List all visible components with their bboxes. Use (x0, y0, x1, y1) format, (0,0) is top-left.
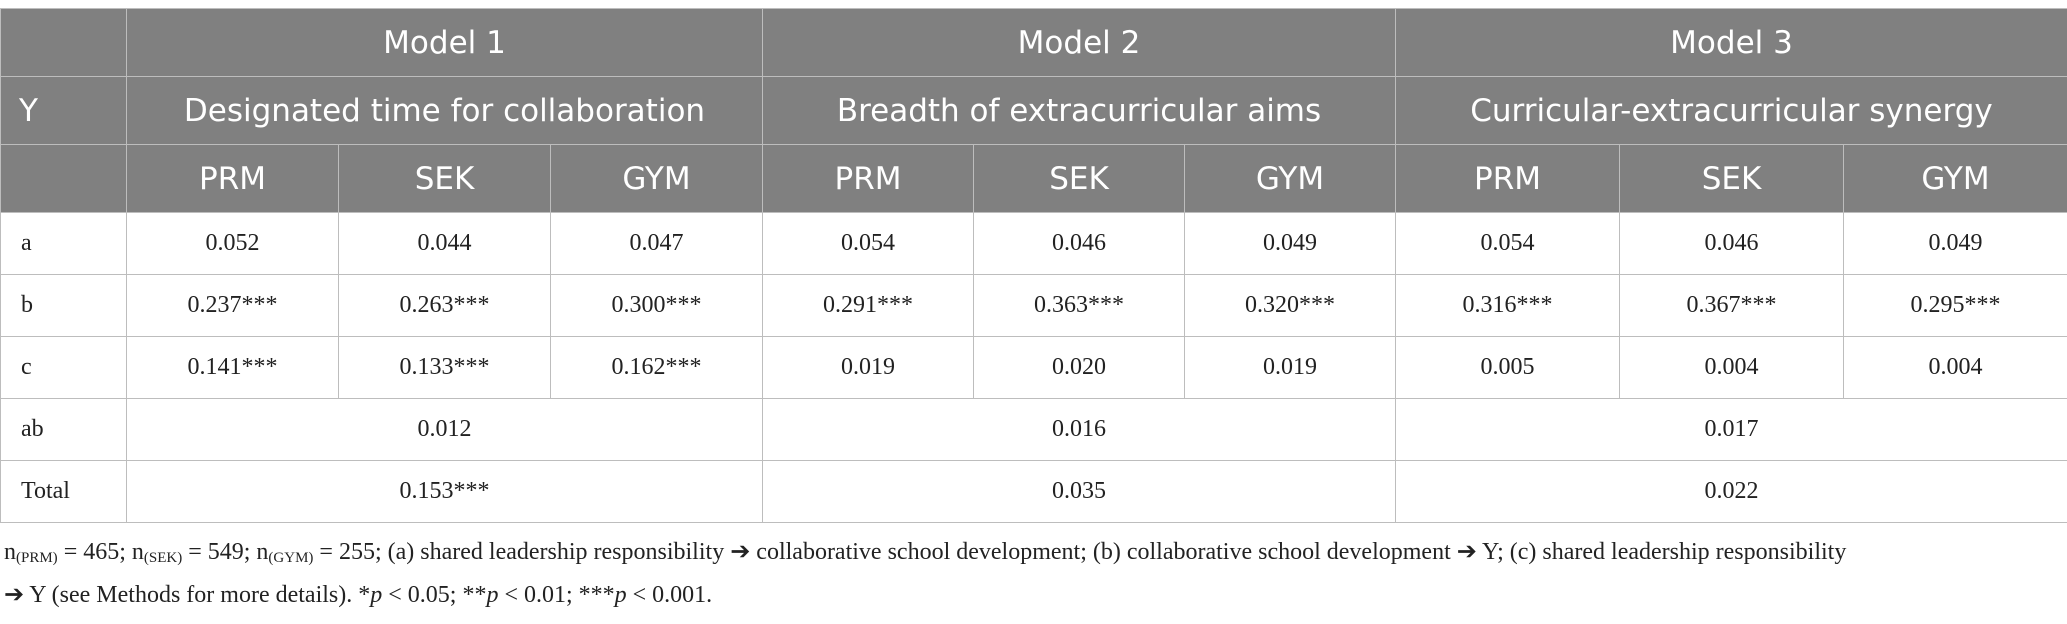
value-cell: 0.046 (1619, 212, 1844, 275)
row-label: a (0, 212, 127, 275)
value-cell: 0.004 (1843, 336, 2067, 399)
corner-cell (0, 8, 127, 77)
value-cell: 0.054 (1395, 212, 1620, 275)
model-outcome: Designated time for collaboration (126, 76, 763, 145)
row-label: Total (0, 460, 127, 523)
group-name: GYM (550, 144, 763, 213)
value-cell: 0.019 (1184, 336, 1396, 399)
body-row: c 0.141*** 0.133*** 0.162*** 0.019 0.020 0.019… (0, 336, 2067, 399)
value-cell: 0.052 (126, 212, 339, 275)
model-name: Model 3 (1395, 8, 2067, 77)
footnote-sub: (SEK) (143, 550, 183, 566)
value-cell: 0.017 (1395, 398, 2067, 461)
table-header: Model 1 Model 2 Model 3 Y Designated time fo… (0, 8, 2067, 213)
footnote-italic: p (486, 582, 499, 608)
value-cell: 0.153*** (126, 460, 763, 523)
footnote-text: n (4, 539, 16, 565)
body-row: b 0.237*** 0.263*** 0.300*** 0.291*** 0.363**… (0, 274, 2067, 337)
value-cell: 0.237*** (126, 274, 339, 337)
footnote-text: = 465; n (57, 539, 144, 565)
group-name: SEK (973, 144, 1185, 213)
footnote-text: ➔ Y (see Methods for more details). * (4, 582, 371, 608)
corner-cell (0, 144, 127, 213)
value-cell: 0.035 (762, 460, 1396, 523)
value-cell: 0.044 (338, 212, 551, 275)
value-cell: 0.162*** (550, 336, 763, 399)
value-cell: 0.005 (1395, 336, 1620, 399)
value-cell: 0.004 (1619, 336, 1844, 399)
row-label: b (0, 274, 127, 337)
footnote-text: < 0.01; *** (498, 582, 615, 608)
row-label: ab (0, 398, 127, 461)
model-outcome: Breadth of extracurricular aims (762, 76, 1396, 145)
footnote-text: = 255; (a) shared leadership responsibil… (313, 539, 1847, 565)
header-row: PRM SEK GYM PRM SEK GYM PRM SEK GYM (0, 144, 2067, 213)
footnote-text: = 549; n (182, 539, 269, 565)
footnote-text: < 0.05; ** (382, 582, 487, 608)
value-cell: 0.363*** (973, 274, 1185, 337)
body-row: a 0.052 0.044 0.047 0.054 0.046 0.049 0.054 0.04… (0, 212, 2067, 275)
group-name: PRM (126, 144, 339, 213)
footnote-italic: p (614, 582, 627, 608)
value-cell: 0.049 (1184, 212, 1396, 275)
value-cell: 0.016 (762, 398, 1396, 461)
value-cell: 0.046 (973, 212, 1185, 275)
value-cell: 0.263*** (338, 274, 551, 337)
group-name: SEK (1619, 144, 1844, 213)
header-row: Model 1 Model 2 Model 3 (0, 8, 2067, 77)
header-row: Y Designated time for collaboration Breadt… (0, 76, 2067, 145)
group-name: PRM (762, 144, 974, 213)
value-cell: 0.367*** (1619, 274, 1844, 337)
value-cell: 0.300*** (550, 274, 763, 337)
model-name: Model 1 (126, 8, 763, 77)
model-outcome: Curricular-extracurricular synergy (1395, 76, 2067, 145)
footnote-italic: p (370, 582, 383, 608)
footnote: n(PRM) = 465; n(SEK) = 549; n(GYM) = 255… (4, 534, 1846, 614)
group-name: GYM (1843, 144, 2067, 213)
value-cell: 0.133*** (338, 336, 551, 399)
value-cell: 0.047 (550, 212, 763, 275)
value-cell: 0.316*** (1395, 274, 1620, 337)
value-cell: 0.291*** (762, 274, 974, 337)
value-cell: 0.049 (1843, 212, 2067, 275)
body-row: Total 0.153*** 0.035 0.022 (0, 460, 2067, 523)
footnote-sub: (PRM) (16, 550, 58, 566)
group-name: SEK (338, 144, 551, 213)
y-label: Y (0, 76, 127, 145)
row-label: c (0, 336, 127, 399)
value-cell: 0.295*** (1843, 274, 2067, 337)
value-cell: 0.141*** (126, 336, 339, 399)
value-cell: 0.320*** (1184, 274, 1396, 337)
value-cell: 0.012 (126, 398, 763, 461)
value-cell: 0.019 (762, 336, 974, 399)
footnote-sub: (GYM) (268, 550, 314, 566)
model-name: Model 2 (762, 8, 1396, 77)
table-body: a 0.052 0.044 0.047 0.054 0.046 0.049 0.054 0.04… (0, 212, 2067, 523)
value-cell: 0.022 (1395, 460, 2067, 523)
value-cell: 0.020 (973, 336, 1185, 399)
footnote-text: < 0.001. (626, 582, 713, 608)
group-name: GYM (1184, 144, 1396, 213)
value-cell: 0.054 (762, 212, 974, 275)
results-table: Model 1 Model 2 Model 3 Y Designated time fo… (0, 8, 2067, 523)
body-row: ab 0.012 0.016 0.017 (0, 398, 2067, 461)
group-name: PRM (1395, 144, 1620, 213)
